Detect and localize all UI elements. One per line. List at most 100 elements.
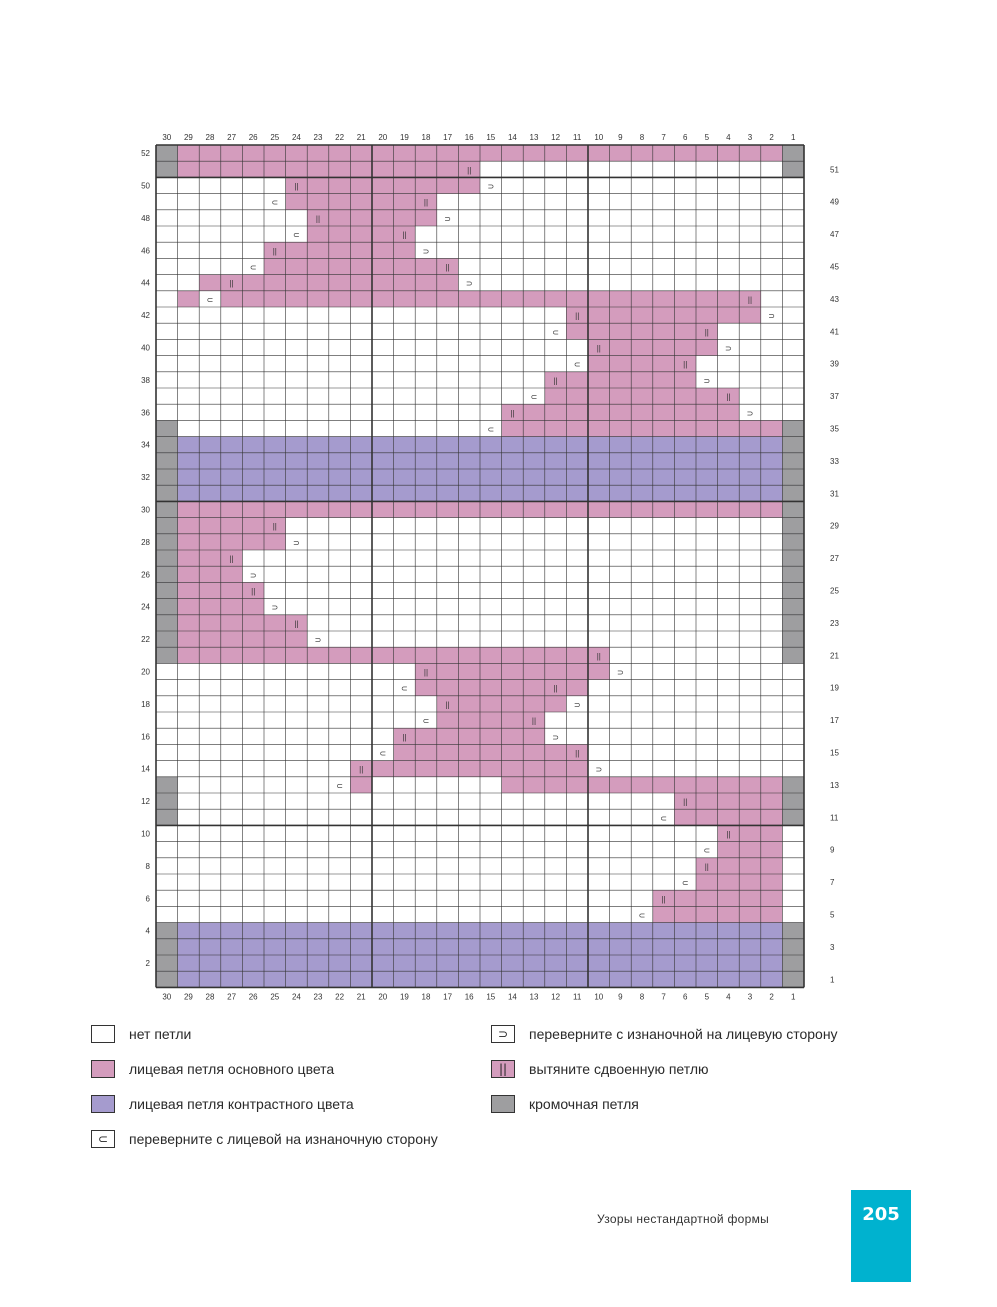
chart-cell xyxy=(566,452,588,469)
chart-cell xyxy=(739,533,761,550)
chart-cell xyxy=(566,631,588,648)
chart-cell xyxy=(372,841,394,858)
chart-cell xyxy=(523,922,545,939)
chart-cell xyxy=(652,712,675,729)
chart-cell xyxy=(458,436,480,453)
chart-cell xyxy=(242,760,264,777)
pull-stitch-mark: || xyxy=(446,700,450,709)
chart-cell xyxy=(501,420,524,437)
chart-cell xyxy=(609,469,632,486)
row-label: 42 xyxy=(141,311,150,320)
chart-cell xyxy=(739,355,761,372)
chart-cell xyxy=(501,744,524,761)
chart-cell xyxy=(696,776,718,793)
turn-ws-mark: ⊃ xyxy=(725,344,732,353)
chart-cell xyxy=(652,242,675,259)
column-label: 21 xyxy=(357,992,366,1000)
chart-cell xyxy=(501,193,524,210)
chart-cell xyxy=(631,469,653,486)
chart-cell xyxy=(199,307,221,324)
chart-cell xyxy=(501,971,524,988)
chart-cell xyxy=(220,744,243,761)
chart-cell xyxy=(696,598,718,615)
chart-cell xyxy=(328,404,351,421)
chart-cell xyxy=(199,161,221,178)
row-label: 50 xyxy=(141,182,150,191)
footer-title: Узоры нестандартной формы xyxy=(597,1212,770,1226)
column-label: 20 xyxy=(378,133,387,142)
chart-cell xyxy=(415,776,437,793)
row-label: 19 xyxy=(830,684,839,693)
chart-cell xyxy=(307,452,329,469)
chart-cell xyxy=(393,922,416,939)
chart-cell xyxy=(696,793,718,810)
chart-cell xyxy=(264,906,286,923)
pull-stitch-mark: || xyxy=(230,555,234,564)
chart-cell xyxy=(760,290,783,307)
legend-item-pull: || вытяните сдвоенную петлю xyxy=(491,1060,709,1078)
chart-cell xyxy=(220,712,243,729)
chart-cell xyxy=(156,550,178,567)
chart-cell xyxy=(328,663,351,680)
chart-cell xyxy=(544,712,567,729)
chart-cell xyxy=(285,760,308,777)
chart-cell xyxy=(782,938,804,955)
chart-cell xyxy=(199,145,221,162)
chart-cell xyxy=(415,533,437,550)
pull-stitch-mark: || xyxy=(554,684,558,693)
chart-cell xyxy=(436,290,459,307)
chart-cell xyxy=(415,436,437,453)
chart-cell xyxy=(199,971,221,988)
chart-cell xyxy=(717,712,740,729)
chart-cell xyxy=(328,550,351,567)
pull-stitch-mark: || xyxy=(597,652,601,661)
chart-cell xyxy=(717,647,740,664)
chart-cell xyxy=(501,161,524,178)
column-label: 4 xyxy=(726,133,731,142)
chart-cell xyxy=(717,614,740,631)
chart-cell xyxy=(458,420,480,437)
chart-cell xyxy=(156,809,178,826)
chart-cell xyxy=(220,906,243,923)
chart-cell xyxy=(307,339,329,356)
row-label: 25 xyxy=(830,587,839,596)
chart-cell xyxy=(523,566,545,583)
chart-cell xyxy=(458,728,480,745)
chart-cell xyxy=(609,226,632,243)
chart-cell xyxy=(696,469,718,486)
chart-cell xyxy=(393,307,416,324)
chart-cell xyxy=(177,922,200,939)
chart-cell xyxy=(199,193,221,210)
chart-cell xyxy=(480,566,502,583)
chart-cell xyxy=(652,290,675,307)
column-label: 17 xyxy=(443,133,452,142)
chart-cell xyxy=(415,501,437,518)
chart-cell xyxy=(717,323,740,340)
chart-cell xyxy=(674,631,696,648)
column-label: 2 xyxy=(769,992,774,1000)
chart-cell xyxy=(415,614,437,631)
chart-cell xyxy=(264,614,286,631)
row-label: 17 xyxy=(830,716,839,725)
chart-cell xyxy=(199,371,221,388)
chart-cell xyxy=(652,339,675,356)
chart-cell xyxy=(156,242,178,259)
chart-cell xyxy=(458,922,480,939)
chart-cell xyxy=(436,242,459,259)
chart-cell xyxy=(544,695,567,712)
chart-cell xyxy=(264,177,286,194)
chart-cell xyxy=(415,712,437,729)
chart-cell xyxy=(739,371,761,388)
chart-cell xyxy=(674,550,696,567)
chart-cell xyxy=(739,663,761,680)
chart-cell xyxy=(760,582,783,599)
chart-cell xyxy=(631,193,653,210)
chart-cell xyxy=(220,177,243,194)
chart-cell xyxy=(782,436,804,453)
chart-cell xyxy=(436,452,459,469)
chart-cell xyxy=(264,663,286,680)
column-label: 11 xyxy=(573,992,582,1000)
chart-cell xyxy=(199,177,221,194)
turn-rs-mark: ⊂ xyxy=(639,911,646,920)
chart-cell xyxy=(156,841,178,858)
